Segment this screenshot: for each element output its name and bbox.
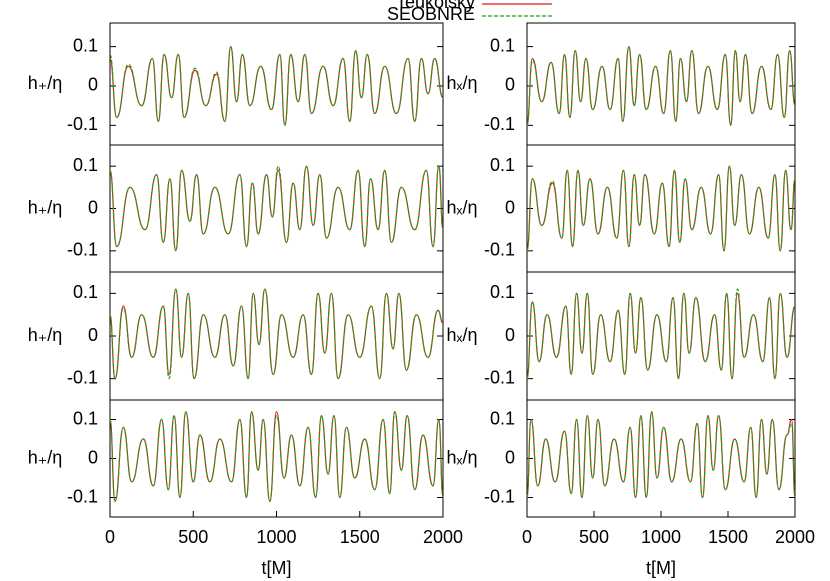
y-tick-label: -0.1	[67, 114, 98, 134]
series-line	[526, 288, 796, 380]
y-tick-label: 0.1	[490, 35, 515, 55]
y-axis-label: h₊/η	[28, 197, 63, 217]
y-tick-label: 0.1	[73, 35, 98, 55]
series-line	[109, 288, 444, 380]
y-tick-label: 0.1	[490, 408, 515, 428]
series-line	[109, 46, 444, 126]
x-tick-label: 500	[178, 527, 208, 547]
legend-label: SEOBNRE	[387, 4, 475, 24]
panel-frame	[109, 399, 444, 518]
series-line	[526, 46, 796, 126]
series-line	[526, 46, 796, 126]
panel-frame	[109, 22, 444, 146]
y-tick-label: -0.1	[67, 367, 98, 387]
x-tick-label: 1500	[708, 527, 748, 547]
series-line	[109, 165, 444, 252]
x-tick-label: 0	[105, 527, 115, 547]
y-tick-label: 0	[505, 197, 515, 217]
y-tick-label: 0.1	[490, 282, 515, 302]
x-tick-label: 0	[522, 527, 532, 547]
y-tick-label: 0.1	[490, 155, 515, 175]
x-tick-label: 1500	[340, 527, 380, 547]
series-line	[526, 411, 796, 499]
y-tick-label: 0	[505, 75, 515, 95]
x-tick-label: 1000	[641, 527, 681, 547]
y-tick-label: 0.1	[73, 408, 98, 428]
y-tick-label: -0.1	[484, 486, 515, 506]
y-tick-label: 0	[88, 197, 98, 217]
series-line	[109, 288, 444, 380]
x-tick-label: 1000	[256, 527, 296, 547]
y-axis-label: hₓ/η	[447, 325, 478, 345]
y-axis-label: h₊/η	[28, 73, 63, 93]
x-axis-label: t[M]	[262, 558, 292, 578]
panel-frame	[109, 271, 444, 401]
y-tick-label: -0.1	[484, 240, 515, 260]
y-tick-label: 0.1	[73, 155, 98, 175]
y-axis-label: h₊/η	[28, 325, 63, 345]
x-axis-label: t[M]	[646, 558, 676, 578]
series-line	[526, 165, 796, 252]
y-tick-label: 0	[88, 75, 98, 95]
y-axis-label: hₓ/η	[447, 447, 478, 467]
x-tick-label: 2000	[423, 527, 463, 547]
y-tick-label: 0.1	[73, 282, 98, 302]
y-tick-label: -0.1	[484, 114, 515, 134]
y-axis-label: hₓ/η	[447, 73, 478, 93]
x-tick-label: 500	[579, 527, 609, 547]
y-axis-label: h₊/η	[28, 447, 63, 467]
y-tick-label: -0.1	[67, 486, 98, 506]
y-tick-label: 0	[505, 325, 515, 345]
y-tick-label: 0	[88, 325, 98, 345]
y-tick-label: -0.1	[484, 367, 515, 387]
y-tick-label: -0.1	[67, 240, 98, 260]
x-tick-label: 2000	[775, 527, 815, 547]
legend-label: Teukolsky	[396, 0, 475, 12]
y-tick-label: 0	[88, 447, 98, 467]
y-axis-label: hₓ/η	[447, 197, 478, 217]
series-line	[109, 411, 444, 503]
y-tick-label: 0	[505, 447, 515, 467]
